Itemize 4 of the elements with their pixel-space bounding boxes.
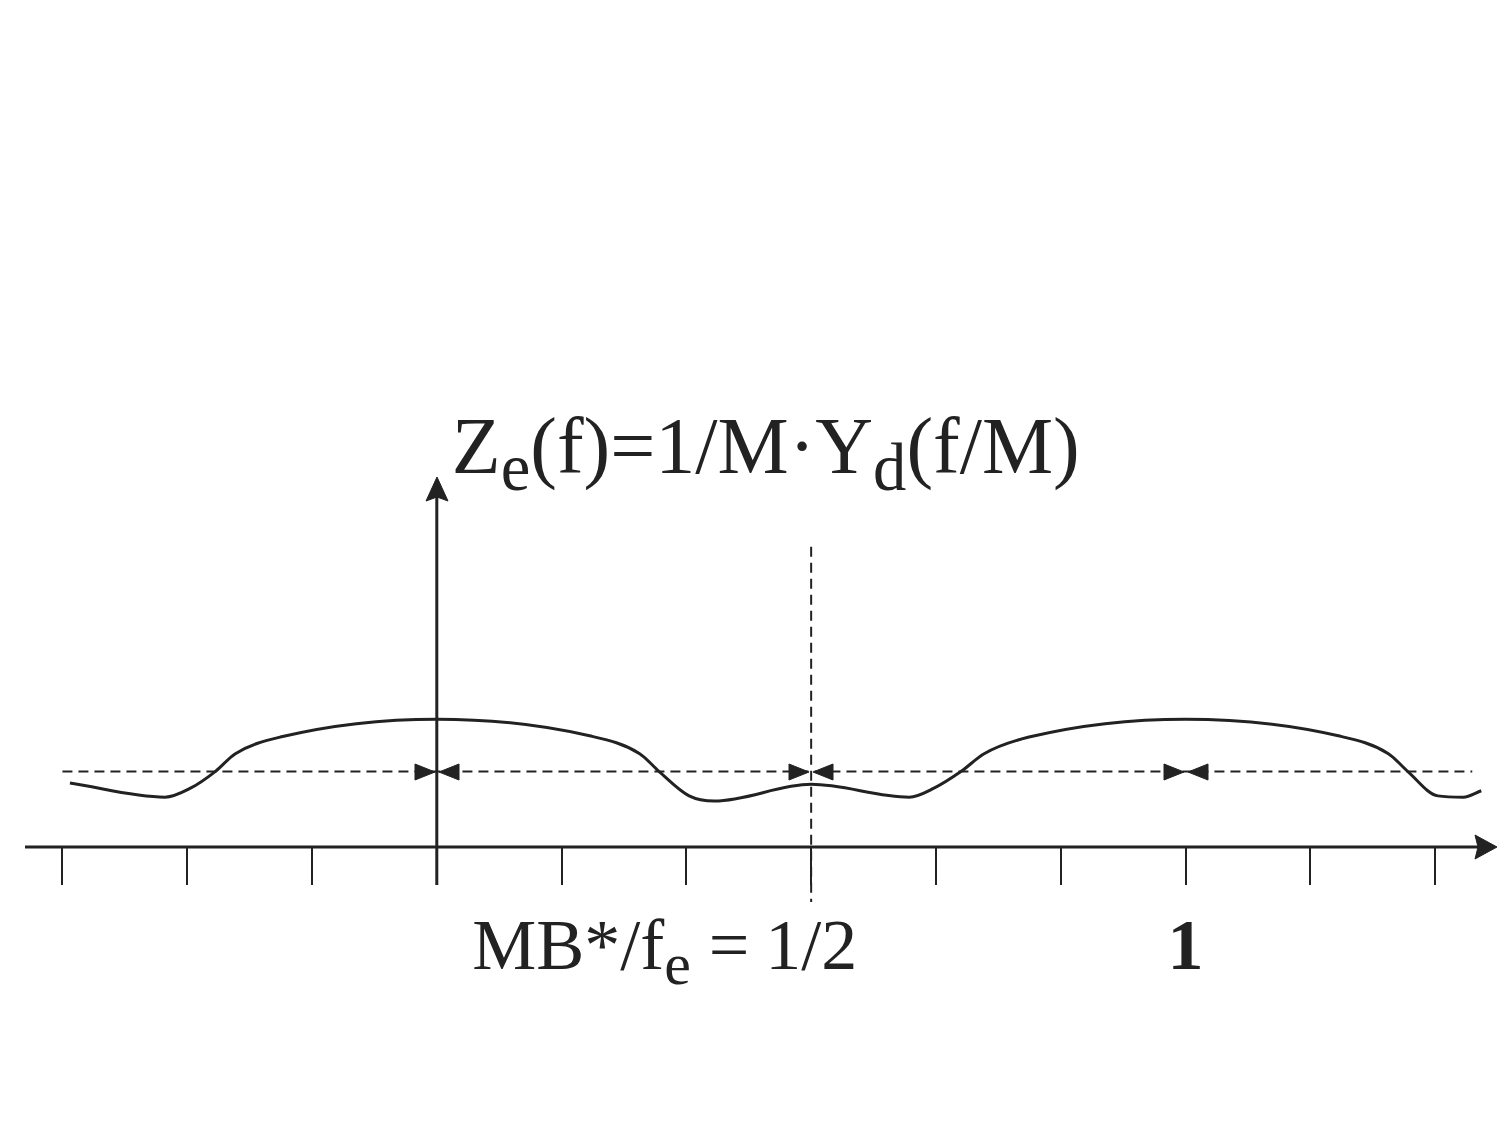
- x-tick-label: 1/2: [765, 905, 858, 985]
- text: MB*/f$_{e}$ =: [472, 905, 750, 998]
- y-axis-title: Z$_{e}$(f)=1/M·Y$_{d}$(f/M): [451, 402, 1080, 505]
- x-tick-label: 1: [1167, 905, 1204, 985]
